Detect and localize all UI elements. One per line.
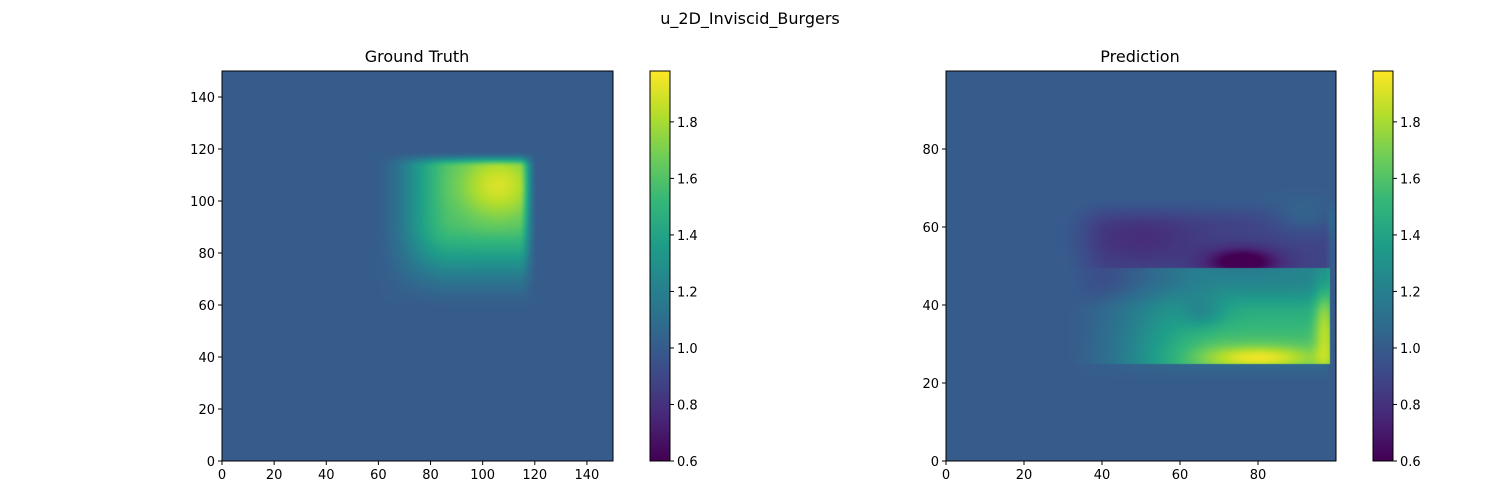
x-tick-label: 80 — [422, 468, 439, 483]
colorbar-tick-label: 1.6 — [677, 172, 698, 187]
y-tick-label: 40 — [198, 351, 215, 366]
panel-prediction: Prediction 0 20 40 60 80 0 20 40 60 80 — [922, 47, 1337, 483]
colorbar-tick-label: 0.6 — [1400, 455, 1421, 470]
colorbar-tick-label: 0.8 — [1400, 398, 1421, 413]
y-tick-label: 60 — [198, 299, 215, 314]
colorbar-ground-truth: 0.6 0.8 1.0 1.2 1.4 1.6 1.8 — [649, 70, 698, 470]
panel-ground-truth: Ground Truth 0 20 40 60 80 100 120 140 0 20 40 60 80… — [190, 47, 614, 483]
colorbar-prediction: 0.6 0.8 1.0 1.2 1.4 1.6 1.8 — [1372, 70, 1421, 470]
y-tick-label: 60 — [922, 221, 939, 236]
panel-title-prediction: Prediction — [1100, 47, 1179, 66]
figure-title: u_2D_Inviscid_Burgers — [660, 9, 839, 29]
y-tick-label: 140 — [190, 91, 215, 106]
x-tick-label: 60 — [1172, 468, 1189, 483]
axes-prediction: 0 20 40 60 80 0 20 40 60 80 — [922, 143, 1266, 483]
y-tick-label: 0 — [931, 455, 939, 470]
y-tick-label: 80 — [922, 143, 939, 158]
colorbar-gradient-ground-truth — [650, 71, 670, 461]
x-tick-label: 40 — [318, 468, 335, 483]
y-tick-label: 100 — [190, 195, 215, 210]
x-tick-label: 140 — [575, 468, 600, 483]
colorbar-tick-label: 0.8 — [677, 398, 698, 413]
colorbar-tick-label: 1.6 — [1400, 172, 1421, 187]
x-tick-label: 100 — [470, 468, 495, 483]
x-tick-label: 0 — [942, 468, 950, 483]
y-tick-label: 80 — [198, 247, 215, 262]
axes-ground-truth: 0 20 40 60 80 100 120 140 0 20 40 60 80 100 120 140 — [190, 91, 599, 483]
y-tick-label: 120 — [190, 143, 215, 158]
y-tick-label: 40 — [922, 299, 939, 314]
heatmap-prediction — [946, 71, 1336, 461]
colorbar-tick-label: 1.0 — [677, 342, 698, 357]
colorbar-tick-label: 1.2 — [677, 285, 698, 300]
colorbar-tick-label: 1.2 — [1400, 285, 1421, 300]
x-tick-label: 120 — [522, 468, 547, 483]
x-tick-label: 0 — [218, 468, 226, 483]
colorbar-tick-label: 1.4 — [1400, 229, 1421, 244]
x-tick-label: 80 — [1250, 468, 1267, 483]
x-tick-label: 20 — [266, 468, 283, 483]
x-tick-label: 60 — [370, 468, 387, 483]
x-tick-label: 40 — [1094, 468, 1111, 483]
colorbar-tick-label: 1.8 — [677, 116, 698, 131]
y-tick-label: 0 — [207, 455, 215, 470]
colorbar-tick-label: 0.6 — [677, 455, 698, 470]
colorbar-tick-label: 1.4 — [677, 229, 698, 244]
panel-title-ground-truth: Ground Truth — [365, 47, 470, 66]
x-tick-label: 20 — [1016, 468, 1033, 483]
heatmap-ground-truth — [222, 71, 613, 461]
colorbar-tick-label: 1.0 — [1400, 342, 1421, 357]
y-tick-label: 20 — [922, 377, 939, 392]
y-tick-label: 20 — [198, 403, 215, 418]
colorbar-gradient-prediction — [1373, 71, 1393, 461]
colorbar-tick-label: 1.8 — [1400, 116, 1421, 131]
